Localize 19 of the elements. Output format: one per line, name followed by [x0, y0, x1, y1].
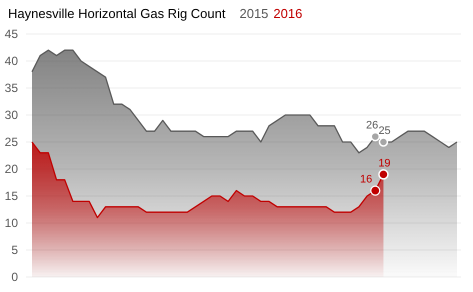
y-tick-label: 40	[4, 54, 18, 68]
text: 2016	[273, 6, 302, 21]
y-tick-label: 5	[11, 243, 18, 258]
text: 2015	[239, 6, 268, 21]
chart-title: Haynesville Horizontal Gas Rig Count	[8, 6, 226, 21]
point	[378, 169, 389, 180]
data-label: 19	[378, 157, 391, 170]
data-label: 25	[378, 125, 391, 137]
y-tick-label: 30	[4, 108, 18, 122]
data-label: 26	[366, 120, 378, 132]
y-tick-label: 25	[4, 135, 18, 150]
y-tick-label: 15	[4, 189, 18, 204]
y-tick-label: 0	[11, 270, 18, 284]
data-label: 16	[360, 174, 372, 186]
y-tick-label: 35	[4, 81, 18, 96]
y-tick-label: 10	[4, 216, 18, 230]
y-tick-label: 20	[4, 162, 18, 176]
y-tick-label: 45	[4, 27, 18, 42]
point	[370, 186, 380, 196]
